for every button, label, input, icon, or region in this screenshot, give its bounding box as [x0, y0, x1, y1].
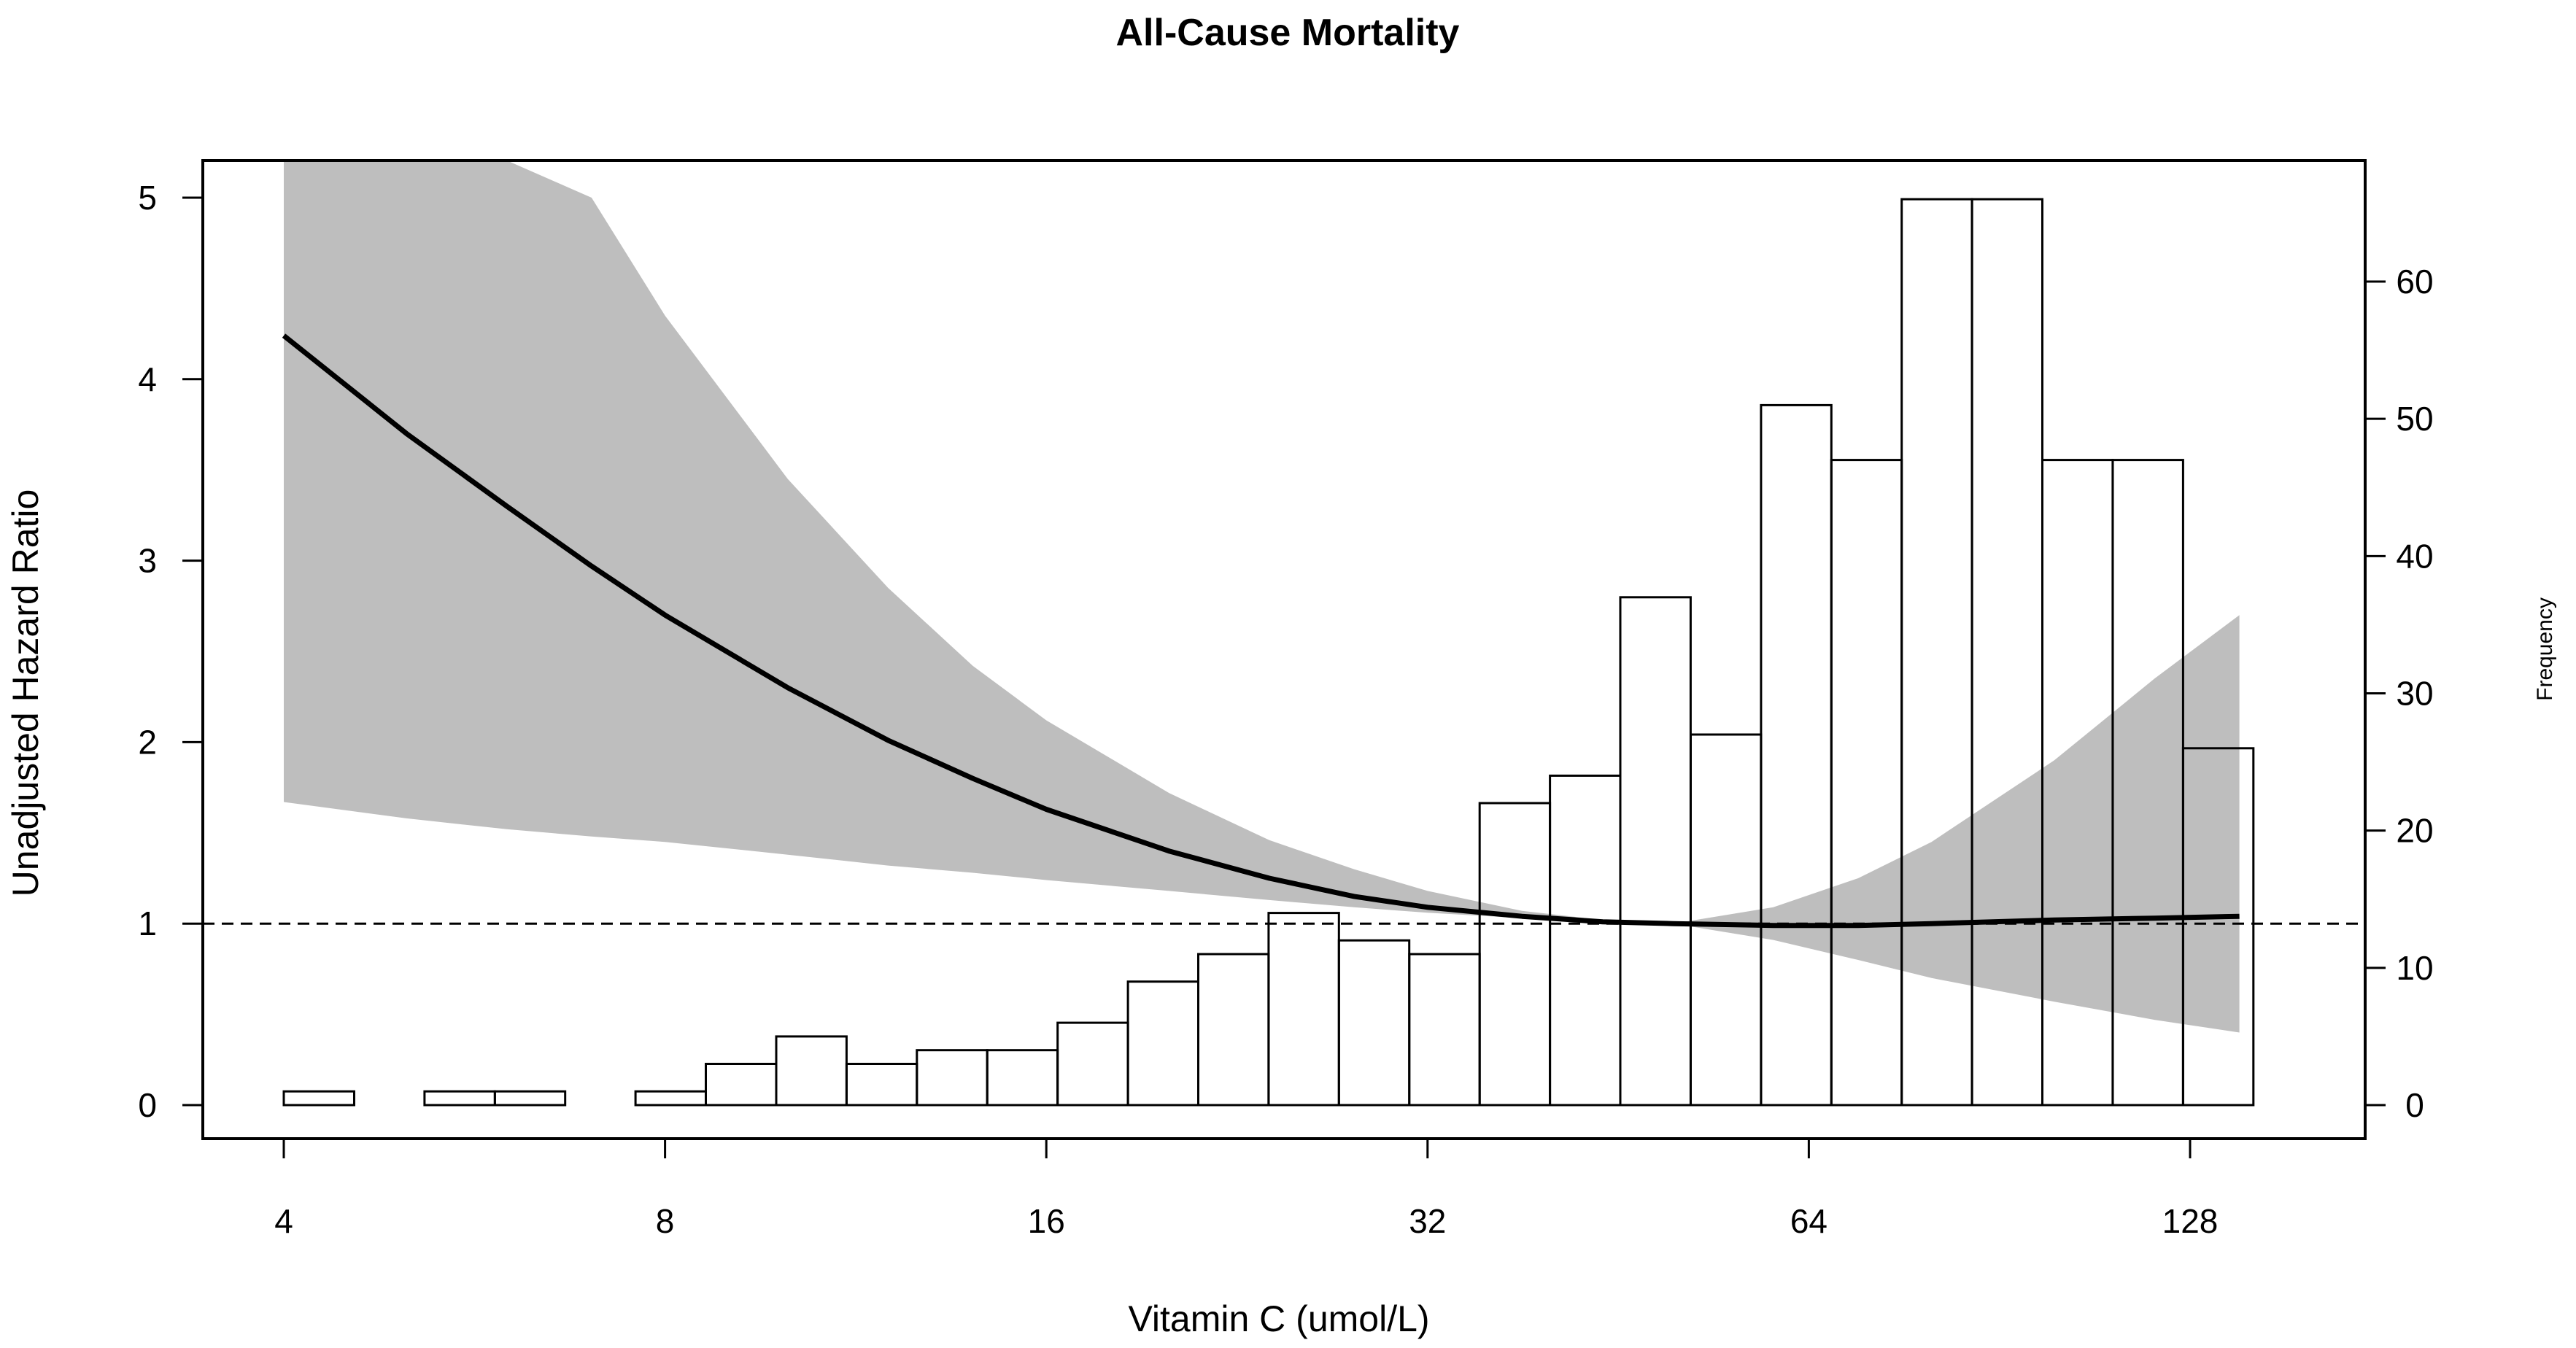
histogram-bar — [705, 1063, 778, 1107]
histogram-bar — [1619, 596, 1692, 1107]
histogram-bar — [986, 1049, 1059, 1107]
histogram-bar — [1337, 939, 1411, 1107]
x-axis: 4 8 16 32 64 128 — [274, 1137, 2219, 1240]
histogram-bar — [493, 1090, 567, 1107]
histogram-layer — [282, 198, 2255, 1107]
histogram-bar — [423, 1090, 496, 1107]
y2-tick-label: 0 — [2405, 1086, 2424, 1124]
y-tick-label: 4 — [138, 360, 157, 398]
histogram-bar — [1267, 912, 1340, 1107]
x-tick-label: 8 — [656, 1202, 675, 1240]
y2-tick-label: 30 — [2396, 675, 2433, 713]
histogram-bar — [2181, 747, 2255, 1107]
histogram-bar — [1760, 403, 1833, 1107]
y-axis-left: 0 1 2 3 4 5 — [138, 179, 203, 1124]
histogram-bar — [1549, 774, 1622, 1107]
histogram-bar — [1197, 953, 1270, 1107]
y2-axis-label: Frequency — [2533, 597, 2557, 701]
histogram-bar — [916, 1049, 989, 1107]
confidence-band — [284, 160, 2240, 1033]
y2-tick-label: 60 — [2396, 263, 2433, 301]
confidence-band-layer — [284, 160, 2240, 1033]
x-tick-label: 64 — [1790, 1202, 1827, 1240]
histogram-bar — [775, 1035, 848, 1107]
y-axis-right: 0 10 20 30 40 50 60 — [2365, 263, 2434, 1124]
y2-tick-label: 50 — [2396, 400, 2433, 438]
histogram-bar — [634, 1090, 707, 1107]
histogram-bar — [1830, 459, 1903, 1107]
x-tick-label: 128 — [2162, 1202, 2219, 1240]
y-tick-label: 5 — [138, 179, 157, 217]
x-axis-label: Vitamin C (umol/L) — [1128, 1298, 1429, 1339]
histogram-bar — [1126, 980, 1199, 1107]
chart-title: All-Cause Mortality — [1116, 12, 1460, 54]
y-tick-label: 1 — [138, 905, 157, 942]
histogram-bar — [1478, 802, 1552, 1107]
hazard-ratio-line — [282, 333, 2240, 929]
y-axis-label: Unadjusted Hazard Ratio — [5, 489, 46, 897]
y2-tick-label: 20 — [2396, 812, 2433, 850]
histogram-bar — [845, 1063, 918, 1107]
x-tick-label: 4 — [274, 1202, 293, 1240]
y-tick-label: 0 — [138, 1086, 157, 1124]
histogram-bar — [1056, 1021, 1129, 1107]
y-tick-label: 3 — [138, 542, 157, 580]
y2-tick-label: 40 — [2396, 537, 2433, 575]
hazard-line-layer — [282, 333, 2240, 929]
histogram-bar — [1408, 953, 1481, 1107]
y-tick-label: 2 — [138, 723, 157, 761]
y2-tick-label: 10 — [2396, 949, 2433, 987]
histogram-bar — [282, 1090, 355, 1107]
x-tick-label: 32 — [1409, 1202, 1446, 1240]
x-tick-label: 16 — [1028, 1202, 1065, 1240]
